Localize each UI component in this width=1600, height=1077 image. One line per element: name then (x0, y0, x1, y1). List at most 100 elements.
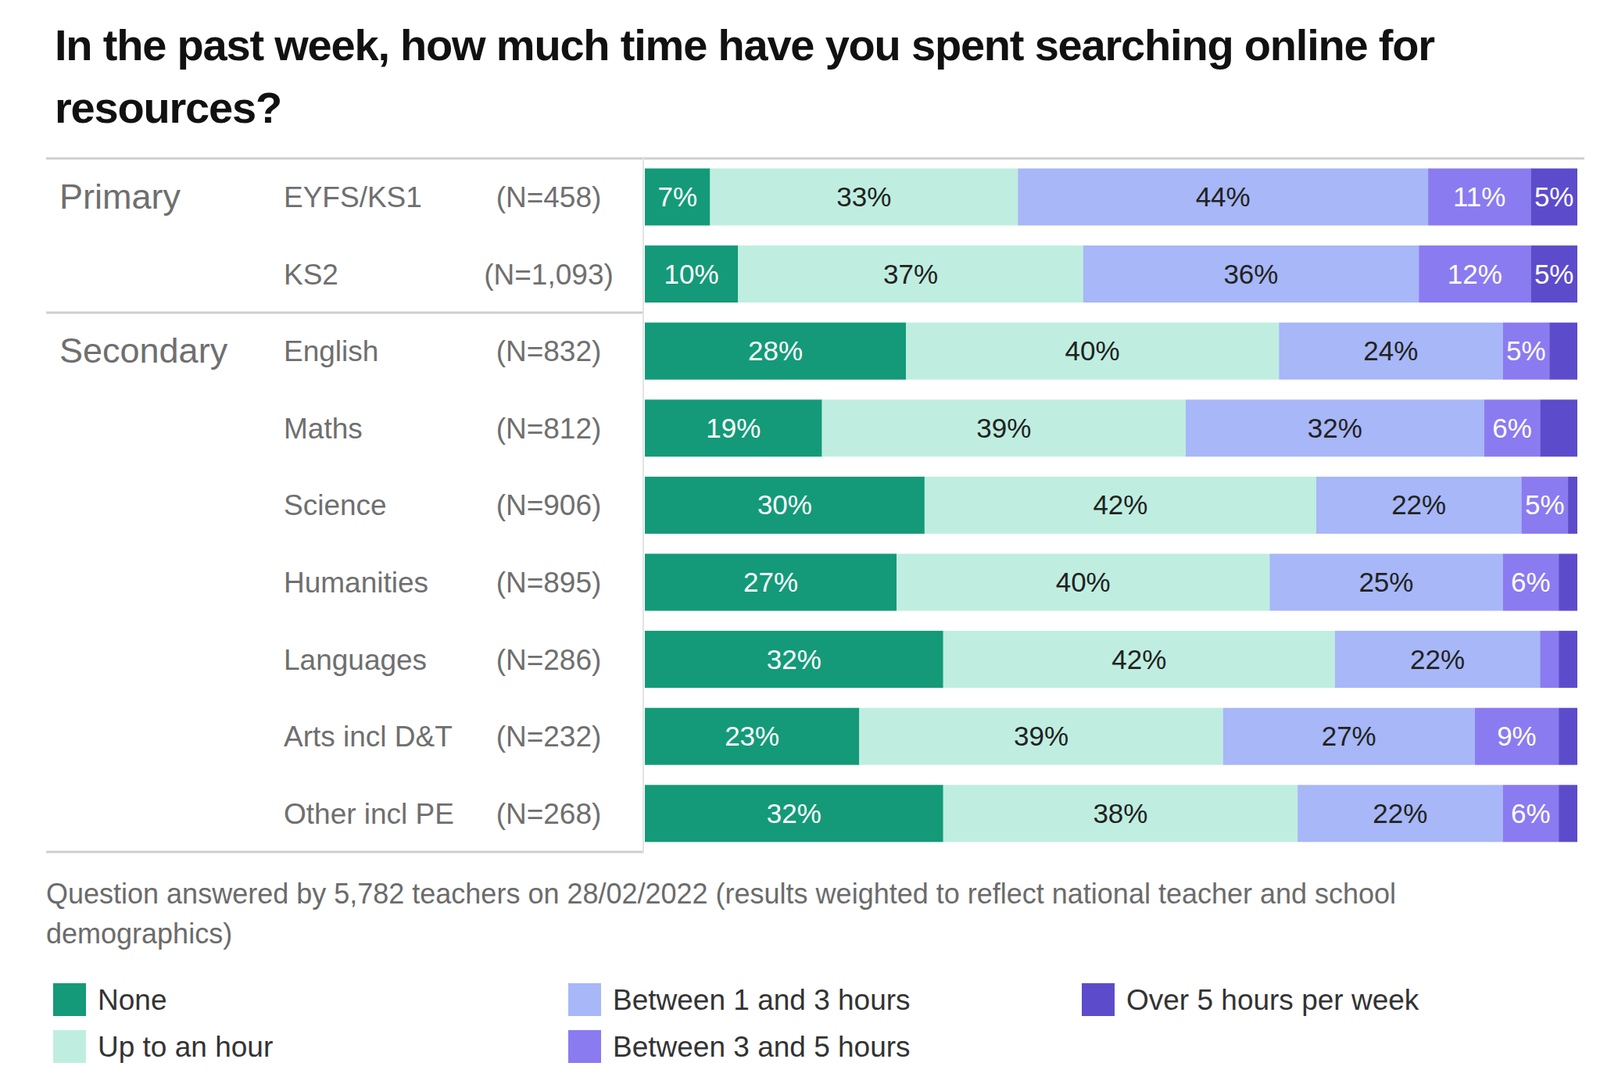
legend-label: Between 3 and 5 hours (612, 1030, 911, 1064)
bar-segment (644, 399, 823, 457)
data-label: 40% (1065, 335, 1121, 366)
data-label: 30% (757, 489, 813, 520)
legend-label: None (97, 984, 167, 1017)
legend-swatch (1081, 983, 1115, 1017)
bar-segment (1185, 399, 1485, 457)
bar-segment (859, 708, 1223, 766)
data-label: 33% (836, 181, 892, 212)
bar-segment (644, 168, 711, 226)
category-label: Other incl PE (283, 798, 455, 831)
data-label: 11% (1453, 181, 1506, 212)
legend-swatch (53, 1030, 86, 1064)
data-label: 32% (766, 798, 822, 829)
bar-segment (1278, 322, 1503, 380)
data-label: 27% (743, 566, 799, 598)
legend-swatch (568, 983, 602, 1017)
n-label: (N=268) (496, 798, 602, 831)
data-label: 22% (1391, 489, 1447, 520)
bar-segment (1530, 245, 1578, 303)
data-label: 22% (1372, 798, 1428, 829)
data-label: 28% (748, 335, 803, 366)
bar-segment (737, 245, 1083, 303)
legend-label: Over 5 hours per week (1126, 984, 1420, 1017)
footnote: Question answered by 5,782 teachers on 2… (46, 873, 1571, 954)
legend-swatch (568, 1030, 602, 1064)
bar-segment (1503, 554, 1560, 612)
data-label: 44% (1195, 181, 1251, 212)
bar-segment (710, 168, 1019, 226)
data-label: 5% (1506, 335, 1547, 366)
bar-segment (1503, 322, 1550, 380)
data-label: 27% (1321, 720, 1377, 752)
bar-segment (1558, 630, 1578, 688)
bar-segment (644, 554, 897, 612)
chart-svg: PrimaryEYFS/KS1(N=458)KS2(N=1,093)Second… (0, 0, 1600, 1077)
bar-segment (644, 784, 944, 842)
legend-swatch (53, 983, 86, 1017)
data-label: 9% (1496, 720, 1537, 752)
bar-segment (1539, 630, 1559, 688)
data-label: 32% (766, 644, 822, 675)
data-label: 37% (883, 258, 938, 290)
bar-segment (644, 245, 738, 303)
data-label: 7% (657, 181, 698, 212)
bar-segment (1558, 784, 1578, 842)
data-label: 6% (1492, 412, 1532, 444)
group-label: Secondary (59, 330, 229, 371)
bar-segment (924, 476, 1317, 534)
bar-segment (1521, 476, 1568, 534)
data-label: 23% (724, 720, 780, 752)
bars (644, 168, 1578, 843)
category-label: Humanities (283, 566, 429, 599)
data-label: 5% (1534, 181, 1575, 212)
data-label: 19% (705, 412, 761, 444)
n-label: (N=1,093) (483, 258, 614, 291)
data-labels: 7%33%44%11%5%10%37%36%12%5%28%40%24%5%19… (657, 181, 1574, 829)
n-label: (N=458) (496, 181, 602, 214)
data-label: 32% (1307, 412, 1363, 444)
category-label: EYFS/KS1 (283, 181, 423, 214)
bar-segment (1503, 784, 1560, 842)
bar-segment (1484, 399, 1541, 457)
bar-segment (1269, 554, 1503, 612)
data-label: 40% (1055, 566, 1111, 598)
category-label: Languages (283, 644, 427, 677)
data-label: 6% (1510, 798, 1551, 829)
bar-segment (1083, 245, 1419, 303)
legend-label: Between 1 and 3 hours (612, 984, 911, 1017)
group-separator (46, 851, 644, 854)
bar-segment (943, 630, 1336, 688)
category-label: Arts incl D&T (283, 720, 453, 753)
bar-segment (1297, 784, 1503, 842)
bar-segment (905, 322, 1279, 380)
bar-segment (644, 630, 944, 688)
group-label: Primary (59, 176, 181, 217)
bar-segment (644, 708, 860, 766)
bar-segment (1530, 168, 1578, 226)
data-label: 5% (1524, 489, 1565, 520)
bar-segment (1474, 708, 1559, 766)
bar-segment (1418, 245, 1531, 303)
data-label: 39% (976, 412, 1031, 444)
n-label: (N=906) (496, 489, 602, 522)
bar-segment (1316, 476, 1522, 534)
data-label: 25% (1358, 566, 1414, 598)
data-label: 36% (1223, 258, 1278, 290)
bar-segment (1335, 630, 1540, 688)
bar-segment (1549, 322, 1578, 380)
bar-segment (644, 476, 925, 534)
category-label: Maths (283, 412, 363, 445)
n-label: (N=812) (496, 412, 602, 445)
category-label: English (283, 335, 379, 368)
data-label: 22% (1410, 644, 1465, 675)
n-label: (N=286) (496, 644, 602, 677)
bar-segment (896, 554, 1270, 612)
data-label: 38% (1092, 798, 1148, 829)
bar-segment (644, 322, 906, 380)
data-label: 12% (1447, 258, 1503, 290)
category-label: Science (283, 489, 387, 522)
group-separator (46, 311, 644, 314)
data-label: 42% (1111, 644, 1167, 675)
bar-segment (1539, 399, 1578, 457)
data-label: 24% (1363, 335, 1418, 366)
